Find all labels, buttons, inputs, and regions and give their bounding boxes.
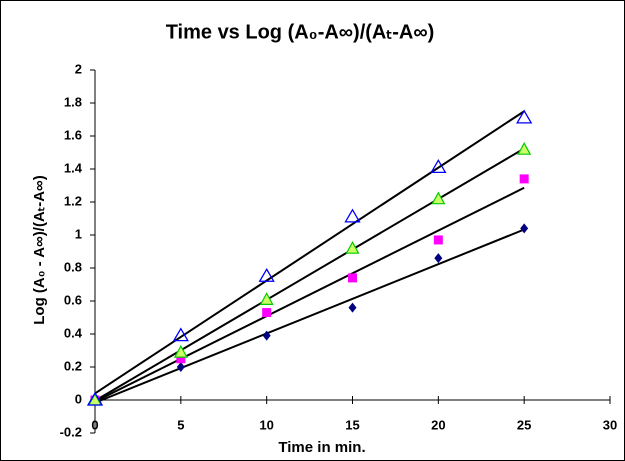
data-point	[345, 240, 360, 254]
data-point	[259, 292, 274, 305]
data-point	[348, 302, 357, 313]
data-point	[262, 308, 272, 318]
x-axis-label: Time in min.	[278, 439, 365, 456]
data-point	[433, 235, 443, 245]
trend-line	[94, 110, 525, 395]
y-tick-label: 0	[75, 391, 82, 406]
data-point	[344, 208, 361, 223]
data-point	[517, 141, 532, 155]
data-point	[262, 330, 271, 341]
data-point	[348, 273, 357, 283]
y-tick-label: -0.2	[60, 424, 82, 439]
trend-line	[94, 147, 525, 402]
y-axis-label: Log (A₀ - A∞)/(Aₜ-A∞)	[31, 175, 48, 324]
x-tick-label: 15	[345, 417, 359, 432]
y-tick-label: 0.4	[64, 325, 83, 340]
data-point	[519, 174, 529, 184]
x-tick-label: 5	[177, 417, 184, 432]
y-tick-label: 0.6	[64, 292, 82, 307]
y-tick-label: 0.8	[64, 259, 82, 274]
x-tick-label: 10	[259, 417, 273, 432]
data-point	[172, 327, 189, 342]
data-point	[176, 354, 186, 364]
trend-line	[94, 228, 525, 404]
data-point	[86, 391, 104, 406]
data-point	[176, 362, 185, 372]
x-tick-label: 30	[603, 417, 617, 432]
trend-line	[94, 186, 525, 403]
y-tick-label: 1.4	[64, 160, 83, 175]
data-point	[173, 344, 188, 358]
data-point	[434, 253, 443, 264]
x-tick-label: 25	[517, 417, 531, 432]
y-tick-label: 0.2	[64, 358, 82, 373]
y-tick-label: 1.6	[64, 127, 82, 142]
data-point	[520, 223, 529, 234]
data-point	[258, 267, 275, 282]
data-point	[516, 109, 533, 124]
y-tick-label: 1	[75, 226, 82, 241]
y-tick-label: 1.2	[64, 193, 82, 208]
x-tick-label: 0	[91, 417, 98, 432]
chart-title: Time vs Log (A₀-A∞)/(Aₜ-A∞)	[166, 21, 435, 43]
y-tick-label: 2	[75, 61, 82, 76]
x-tick-label: 20	[431, 417, 445, 432]
data-point	[431, 191, 446, 205]
data-point	[430, 159, 447, 174]
y-tick-label: 1.8	[64, 94, 82, 109]
